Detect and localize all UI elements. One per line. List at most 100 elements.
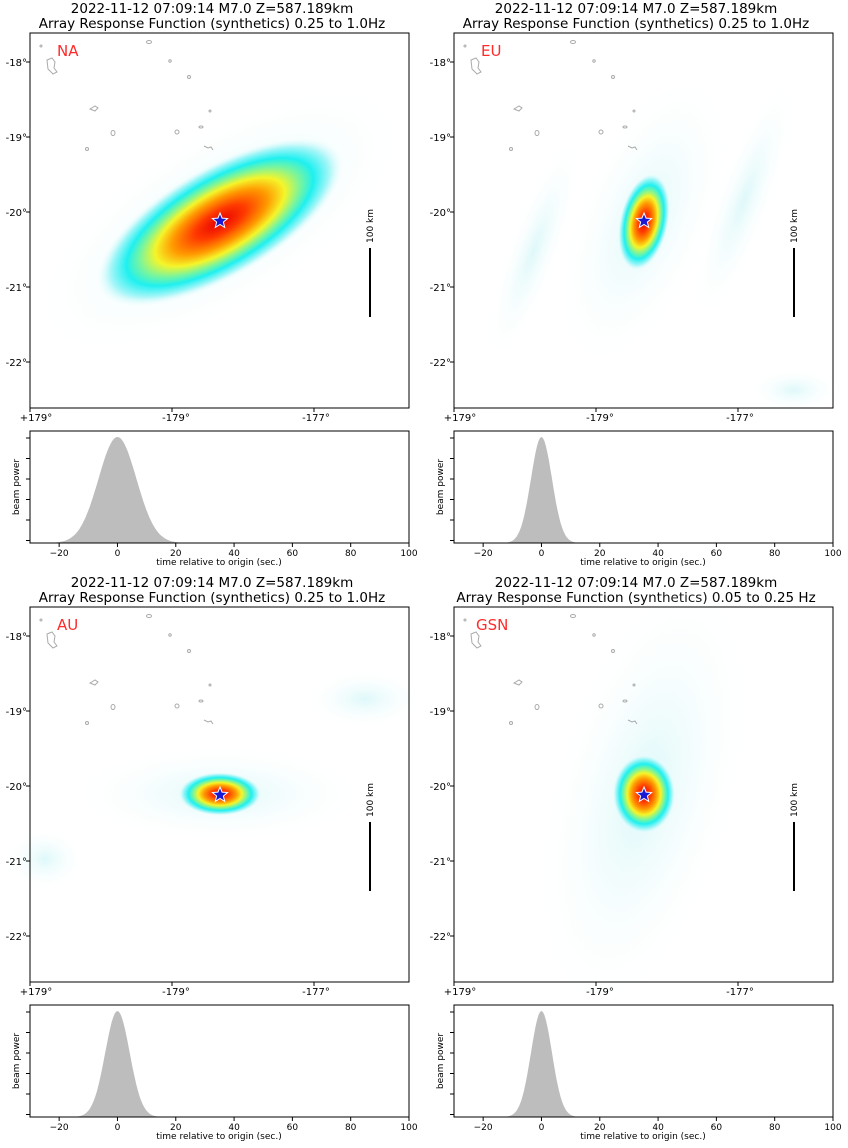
- lon-tick-label: -177°: [302, 987, 330, 998]
- panel-title-line1: 2022-11-12 07:09:14 M7.0 Z=587.189km: [70, 575, 354, 591]
- lat-tick-label: -21°: [6, 283, 27, 294]
- beam-x-tick-label: 0: [539, 1123, 545, 1133]
- beam-power-area: [30, 437, 409, 543]
- network-label: GSN: [476, 616, 508, 634]
- network-label: AU: [57, 616, 78, 634]
- scale-bar-label: 100 km: [790, 209, 800, 243]
- beam-x-tick-label: 0: [115, 1123, 121, 1133]
- beam-x-tick-label: 100: [400, 549, 417, 559]
- panel-title-line2: Array Response Function (synthetics) 0.2…: [462, 16, 810, 32]
- lat-tick-label: -22°: [430, 932, 451, 943]
- beam-x-ticks: −20 0 20 40 60 80 100: [474, 543, 842, 559]
- scale-bar-label: 100 km: [366, 209, 376, 243]
- map-area: AU 100 km: [5, 606, 425, 983]
- panel-eu: 2022-11-12 07:09:14 M7.0 Z=587.189km Arr…: [424, 0, 848, 574]
- beam-power-area: [454, 437, 833, 543]
- beam-plot: beam power −20 0 20 40 60 80 100 time relative…: [12, 1004, 418, 1142]
- beam-x-tick-label: 20: [170, 549, 182, 559]
- beam-x-tick-label: −20: [50, 549, 69, 559]
- lat-tick-label: -20°: [6, 782, 27, 793]
- map-frame: [29, 32, 410, 409]
- beam-x-tick-label: 0: [115, 549, 121, 559]
- beam-xlabel: time relative to origin (sec.): [580, 558, 705, 568]
- lon-tick-label: +179°: [444, 413, 476, 424]
- beam-plot: beam power −20 0 20 40 60 80 100 time relative…: [436, 430, 842, 568]
- lat-tick-label: -20°: [6, 208, 27, 219]
- beam-frame: [29, 1004, 410, 1118]
- panel-title-line2: Array Response Function (synthetics) 0.2…: [38, 590, 386, 606]
- epicenter-star: [211, 211, 229, 229]
- map-area: EU 100 km: [453, 32, 839, 412]
- lon-tick-label: -177°: [726, 413, 754, 424]
- beam-x-ticks: −20 0 20 40 60 80 100: [50, 543, 418, 559]
- lon-tick-label: -177°: [726, 987, 754, 998]
- network-label: NA: [57, 42, 79, 60]
- lat-tick-label: -19°: [6, 707, 27, 718]
- island-outlines: [463, 614, 638, 725]
- beam-x-tick-label: 80: [769, 549, 781, 559]
- island-outlines: [39, 614, 214, 725]
- beam-x-tick-label: −20: [50, 1123, 69, 1133]
- beam-x-tick-label: 40: [228, 549, 240, 559]
- beam-x-ticks: −20 0 20 40 60 80 100: [474, 1117, 842, 1133]
- beam-x-tick-label: 40: [652, 549, 664, 559]
- lat-axis: -18° -19° -20° -21° -22°: [430, 58, 454, 369]
- beam-x-tick-label: 40: [652, 1123, 664, 1133]
- lon-tick-label: -179°: [586, 413, 614, 424]
- panel-gsn: 2022-11-12 07:09:14 M7.0 Z=587.189km Arr…: [424, 570, 848, 1148]
- epicenter-star: [635, 785, 653, 803]
- map-area: GSN 100 km: [453, 570, 834, 1018]
- beam-x-tick-label: 0: [539, 549, 545, 559]
- lat-tick-label: -18°: [6, 58, 27, 69]
- panel-au: 2022-11-12 07:09:14 M7.0 Z=587.189km Arr…: [0, 574, 425, 1148]
- panel-title-line2: Array Response Function (synthetics) 0.2…: [38, 16, 386, 32]
- island-outlines: [463, 40, 638, 151]
- epicenter-star: [211, 785, 229, 803]
- beam-x-tick-label: 40: [228, 1123, 240, 1133]
- beam-x-tick-label: 80: [345, 1123, 357, 1133]
- beam-ylabel: beam power: [12, 1033, 22, 1090]
- lat-tick-label: -21°: [6, 857, 27, 868]
- lon-tick-label: -177°: [302, 413, 330, 424]
- lat-tick-label: -19°: [6, 133, 27, 144]
- lat-tick-label: -18°: [430, 632, 451, 643]
- beam-xlabel: time relative to origin (sec.): [156, 558, 281, 568]
- lon-axis: +179° -179° -177°: [444, 982, 754, 998]
- beam-x-tick-label: 60: [287, 549, 299, 559]
- lon-tick-label: -179°: [586, 987, 614, 998]
- beam-ylabel: beam power: [436, 1033, 446, 1090]
- lon-axis: +179° -179° -177°: [20, 408, 330, 424]
- lat-tick-label: -19°: [430, 707, 451, 718]
- lon-tick-label: +179°: [20, 413, 52, 424]
- beam-x-tick-label: −20: [474, 549, 493, 559]
- map-area: NA 100 km: [29, 32, 410, 409]
- epicenter-star: [635, 211, 653, 229]
- lat-axis: -18° -19° -20° -21° -22°: [430, 632, 454, 943]
- panel-title-line1: 2022-11-12 07:09:14 M7.0 Z=587.189km: [494, 1, 778, 17]
- beam-x-tick-label: 80: [345, 549, 357, 559]
- beam-ylabel: beam power: [436, 459, 446, 516]
- network-label: EU: [481, 42, 501, 60]
- lat-tick-label: -22°: [6, 932, 27, 943]
- beam-x-tick-label: −20: [474, 1123, 493, 1133]
- beam-x-tick-label: 60: [711, 549, 723, 559]
- beam-x-tick-label: 60: [711, 1123, 723, 1133]
- map-frame: [29, 606, 410, 983]
- lon-tick-label: +179°: [20, 987, 52, 998]
- beam-plot: beam power −20 0 20 40 60 80 100 time relative…: [12, 430, 418, 568]
- lat-tick-label: -18°: [6, 632, 27, 643]
- map-frame: [453, 32, 834, 409]
- lat-axis: -18° -19° -20° -21° -22°: [6, 632, 30, 943]
- beam-xlabel: time relative to origin (sec.): [156, 1132, 281, 1142]
- lat-tick-label: -20°: [430, 208, 451, 219]
- scale-bar-label: 100 km: [790, 783, 800, 817]
- lat-axis: -18° -19° -20° -21° -22°: [6, 58, 30, 369]
- lat-tick-label: -21°: [430, 283, 451, 294]
- lon-tick-label: -179°: [162, 413, 190, 424]
- lat-tick-label: -21°: [430, 857, 451, 868]
- beam-plot: beam power −20 0 20 40 60 80 100 time relative…: [436, 1004, 842, 1142]
- map-frame: [453, 606, 834, 983]
- panel-graphics: GSN 100 km -18° -19° -20° -21° -22° +179…: [430, 570, 842, 1142]
- beam-x-ticks: −20 0 20 40 60 80 100: [50, 1117, 418, 1133]
- beam-y-ticks: [450, 1011, 454, 1115]
